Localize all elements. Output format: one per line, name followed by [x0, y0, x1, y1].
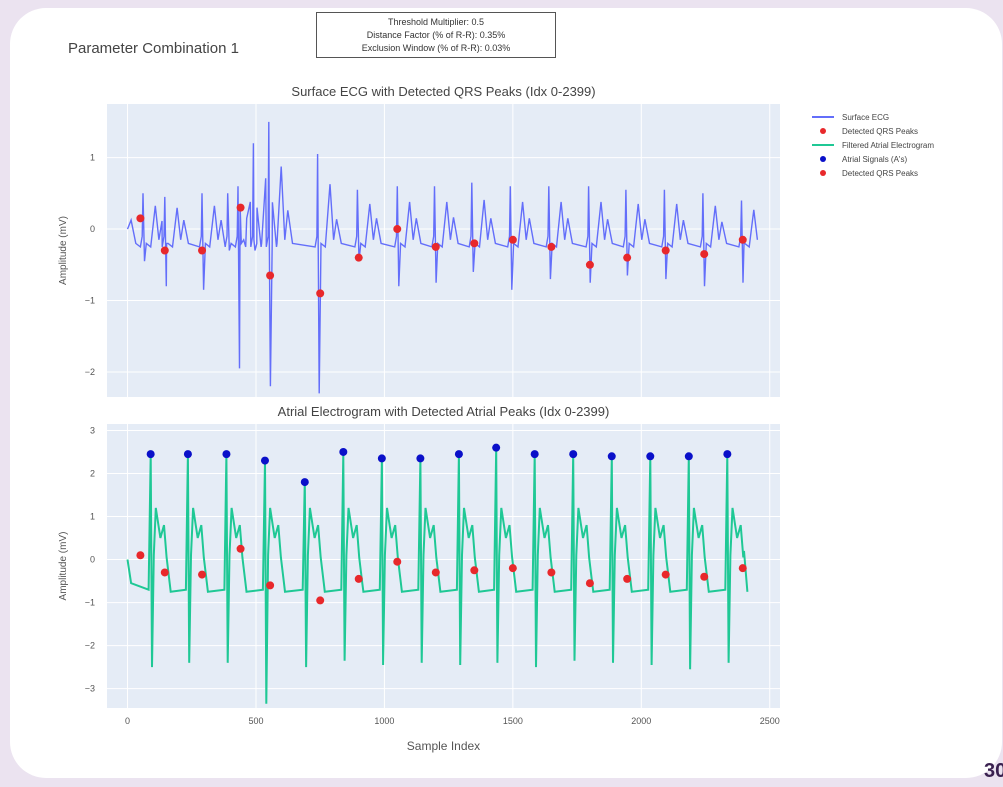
x-tick-label: 2000 — [631, 716, 651, 726]
atrial-peak-marker — [300, 478, 309, 487]
x-axis-label: Sample Index — [407, 739, 480, 753]
atrial-peak-marker — [454, 450, 463, 459]
legend-marker-swatch — [820, 128, 826, 134]
qrs-peak-marker — [236, 203, 245, 212]
y-axis-label: Amplitude (mV) — [58, 532, 69, 601]
qrs-peak-marker — [700, 250, 709, 259]
atrial-peak-marker — [183, 450, 192, 459]
atrial-peak-marker — [723, 450, 732, 459]
y-tick-label: 2 — [90, 468, 95, 478]
y-axis-label: Amplitude (mV) — [58, 216, 69, 285]
atrial-peak-marker — [146, 450, 155, 459]
legend-label: Detected QRS Peaks — [842, 127, 918, 136]
surface-ecg-trace — [126, 121, 759, 394]
qrs-peak-marker — [585, 260, 594, 269]
qrs-peak-marker — [393, 225, 402, 234]
atrial-peak-marker — [416, 454, 425, 463]
legend-label: Atrial Signals (A's) — [842, 155, 907, 164]
qrs-peak-marker — [431, 568, 440, 577]
legend-label: Detected QRS Peaks — [842, 169, 918, 178]
x-tick-label: 500 — [248, 716, 263, 726]
atrial-peak-marker — [377, 454, 386, 463]
param-distance: Distance Factor (% of R-R): 0.35% — [366, 30, 506, 40]
y-tick-label: −3 — [85, 684, 95, 694]
plot-area-1 — [107, 104, 780, 397]
atrial-peak-marker — [260, 456, 269, 465]
x-tick-label: 1000 — [374, 716, 394, 726]
atrial-peak-marker — [569, 450, 578, 459]
qrs-peak-marker — [661, 570, 670, 579]
param-threshold: Threshold Multiplier: 0.5 — [387, 17, 485, 27]
page-number: 30 — [984, 760, 1003, 782]
qrs-peak-marker — [393, 557, 402, 566]
atrial-peak-marker — [607, 452, 616, 461]
qrs-peak-marker — [470, 566, 479, 575]
qrs-peak-marker — [160, 246, 169, 255]
qrs-peak-marker — [354, 574, 363, 583]
qrs-peak-marker — [266, 271, 275, 280]
qrs-peak-marker — [431, 242, 440, 251]
qrs-peak-marker — [547, 242, 556, 251]
legend-marker-swatch — [820, 156, 826, 162]
qrs-peak-marker — [198, 246, 207, 255]
qrs-peak-marker — [316, 289, 325, 298]
y-tick-label: 1 — [90, 512, 95, 522]
legend-label: Surface ECG — [842, 113, 889, 122]
plot-area-2 — [107, 424, 780, 708]
subplot-title: Surface ECG with Detected QRS Peaks (Idx… — [291, 84, 595, 99]
qrs-peak-marker — [266, 581, 275, 590]
x-tick-label: 0 — [125, 716, 130, 726]
param-exclusion: Exclusion Window (% of R-R): 0.03% — [361, 43, 511, 53]
atrial-peak-marker — [646, 452, 655, 461]
subplot-title: Atrial Electrogram with Detected Atrial … — [278, 404, 610, 419]
qrs-peak-marker — [470, 239, 479, 248]
qrs-peak-marker — [160, 568, 169, 577]
legend-label: Filtered Atrial Electrogram — [842, 141, 934, 150]
qrs-peak-marker — [700, 572, 709, 581]
qrs-peak-marker — [136, 551, 145, 560]
x-tick-label: 1500 — [503, 716, 523, 726]
atrial-peak-marker — [492, 443, 501, 452]
figure-title: Parameter Combination 1 — [68, 40, 239, 57]
y-tick-label: 0 — [90, 555, 95, 565]
y-tick-label: −2 — [85, 367, 95, 377]
qrs-peak-marker — [661, 246, 670, 255]
atrial-electrogram-trace — [126, 447, 749, 704]
qrs-peak-marker — [136, 214, 145, 223]
x-tick-label: 2500 — [760, 716, 780, 726]
qrs-peak-marker — [623, 253, 632, 262]
qrs-peak-marker — [738, 235, 747, 244]
atrial-peak-marker — [222, 450, 231, 459]
y-tick-label: 1 — [90, 153, 95, 163]
y-tick-label: 0 — [90, 224, 95, 234]
y-tick-label: −1 — [85, 598, 95, 608]
qrs-peak-marker — [354, 253, 363, 262]
qrs-peak-marker — [236, 544, 245, 553]
qrs-peak-marker — [198, 570, 207, 579]
qrs-peak-marker — [623, 574, 632, 583]
parameter-box: Threshold Multiplier: 0.5 Distance Facto… — [316, 12, 556, 58]
atrial-peak-marker — [339, 447, 348, 456]
qrs-peak-marker — [508, 564, 517, 573]
qrs-peak-marker — [585, 579, 594, 588]
y-tick-label: −2 — [85, 641, 95, 651]
atrial-peak-marker — [684, 452, 693, 461]
qrs-peak-marker — [316, 596, 325, 605]
qrs-peak-marker — [738, 564, 747, 573]
y-tick-label: 3 — [90, 425, 95, 435]
qrs-peak-marker — [547, 568, 556, 577]
atrial-peak-marker — [530, 450, 539, 459]
legend-marker-swatch — [820, 170, 826, 176]
qrs-peak-marker — [508, 235, 517, 244]
y-tick-label: −1 — [85, 296, 95, 306]
